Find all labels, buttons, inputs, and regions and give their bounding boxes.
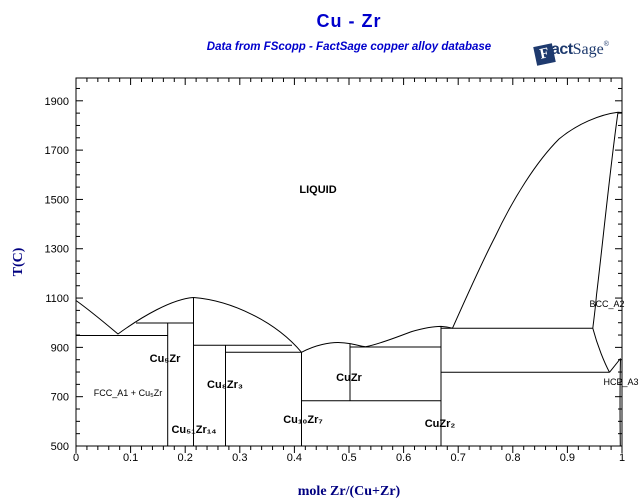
phase-label-cu8zr3: Cu₈Zr₃ (207, 379, 243, 391)
bcc-hcp-boundary (609, 358, 621, 373)
page-subtitle: Data from FScopp - FactSage copper alloy… (206, 41, 492, 53)
x-tick-label: 0.5 (341, 452, 356, 464)
y-tick-label: 1100 (45, 293, 69, 305)
page-title: Cu - Zr (316, 11, 382, 31)
phase-label-cuzr2: CuZr₂ (425, 418, 456, 430)
y-tick-label: 700 (51, 392, 69, 404)
x-tick-label: 0.8 (505, 452, 520, 464)
phase-label-hcp: HCP_A3 (603, 377, 638, 387)
phase-label-cu51zr14: Cu₅₁Zr₁₄ (171, 424, 216, 436)
liquidus-curve (75, 111, 622, 353)
axis-ticks: 0 0.1 0.2 0.3 0.4 0.5 0.6 0.7 0.8 0.9 150070090011… (45, 78, 625, 464)
bcc-solidus-curve (592, 112, 619, 329)
phase-label-cuzr: CuZr (336, 372, 362, 384)
x-tick-label: 0.9 (560, 452, 575, 464)
x-tick-label: 1 (619, 452, 625, 464)
logo-trademark: ® (603, 41, 609, 48)
y-tick-label: 1500 (45, 194, 69, 206)
y-tick-label: 1300 (45, 244, 69, 256)
bcc-solvus-curve (592, 328, 610, 373)
y-tick-label: 1700 (45, 145, 69, 157)
x-tick-label: 0.1 (123, 452, 138, 464)
compound-lines (167, 297, 442, 446)
phase-label-cu10zr7: Cu₁₀Zr₇ (283, 414, 323, 426)
invariant-lines (76, 322, 610, 402)
phase-label-liquid: LIQUID (299, 184, 336, 196)
x-tick-label: 0.6 (396, 452, 411, 464)
logo-sage-text: Sage (572, 41, 604, 58)
x-axis-title: mole Zr/(Cu+Zr) (298, 484, 401, 499)
y-tick-label: 1900 (45, 96, 69, 108)
logo-act-text: act (551, 41, 573, 58)
x-tick-label: 0.2 (178, 452, 193, 464)
phase-label-fcc-region: FCC_A1 + Cu₅Zr (94, 388, 162, 398)
x-tick-label: 0 (73, 452, 79, 464)
y-tick-label: 500 (51, 441, 69, 453)
phase-label-cu5zr: Cu₅Zr (150, 353, 181, 365)
y-tick-label: 900 (51, 342, 69, 354)
x-tick-label: 0.3 (232, 452, 247, 464)
y-axis-title: T(C) (11, 247, 26, 276)
phase-label-bcc: BCC_A2 (589, 299, 624, 309)
factsage-logo: FactSage® (533, 41, 609, 66)
x-tick-label: 0.7 (451, 452, 466, 464)
x-tick-label: 0.4 (287, 452, 302, 464)
